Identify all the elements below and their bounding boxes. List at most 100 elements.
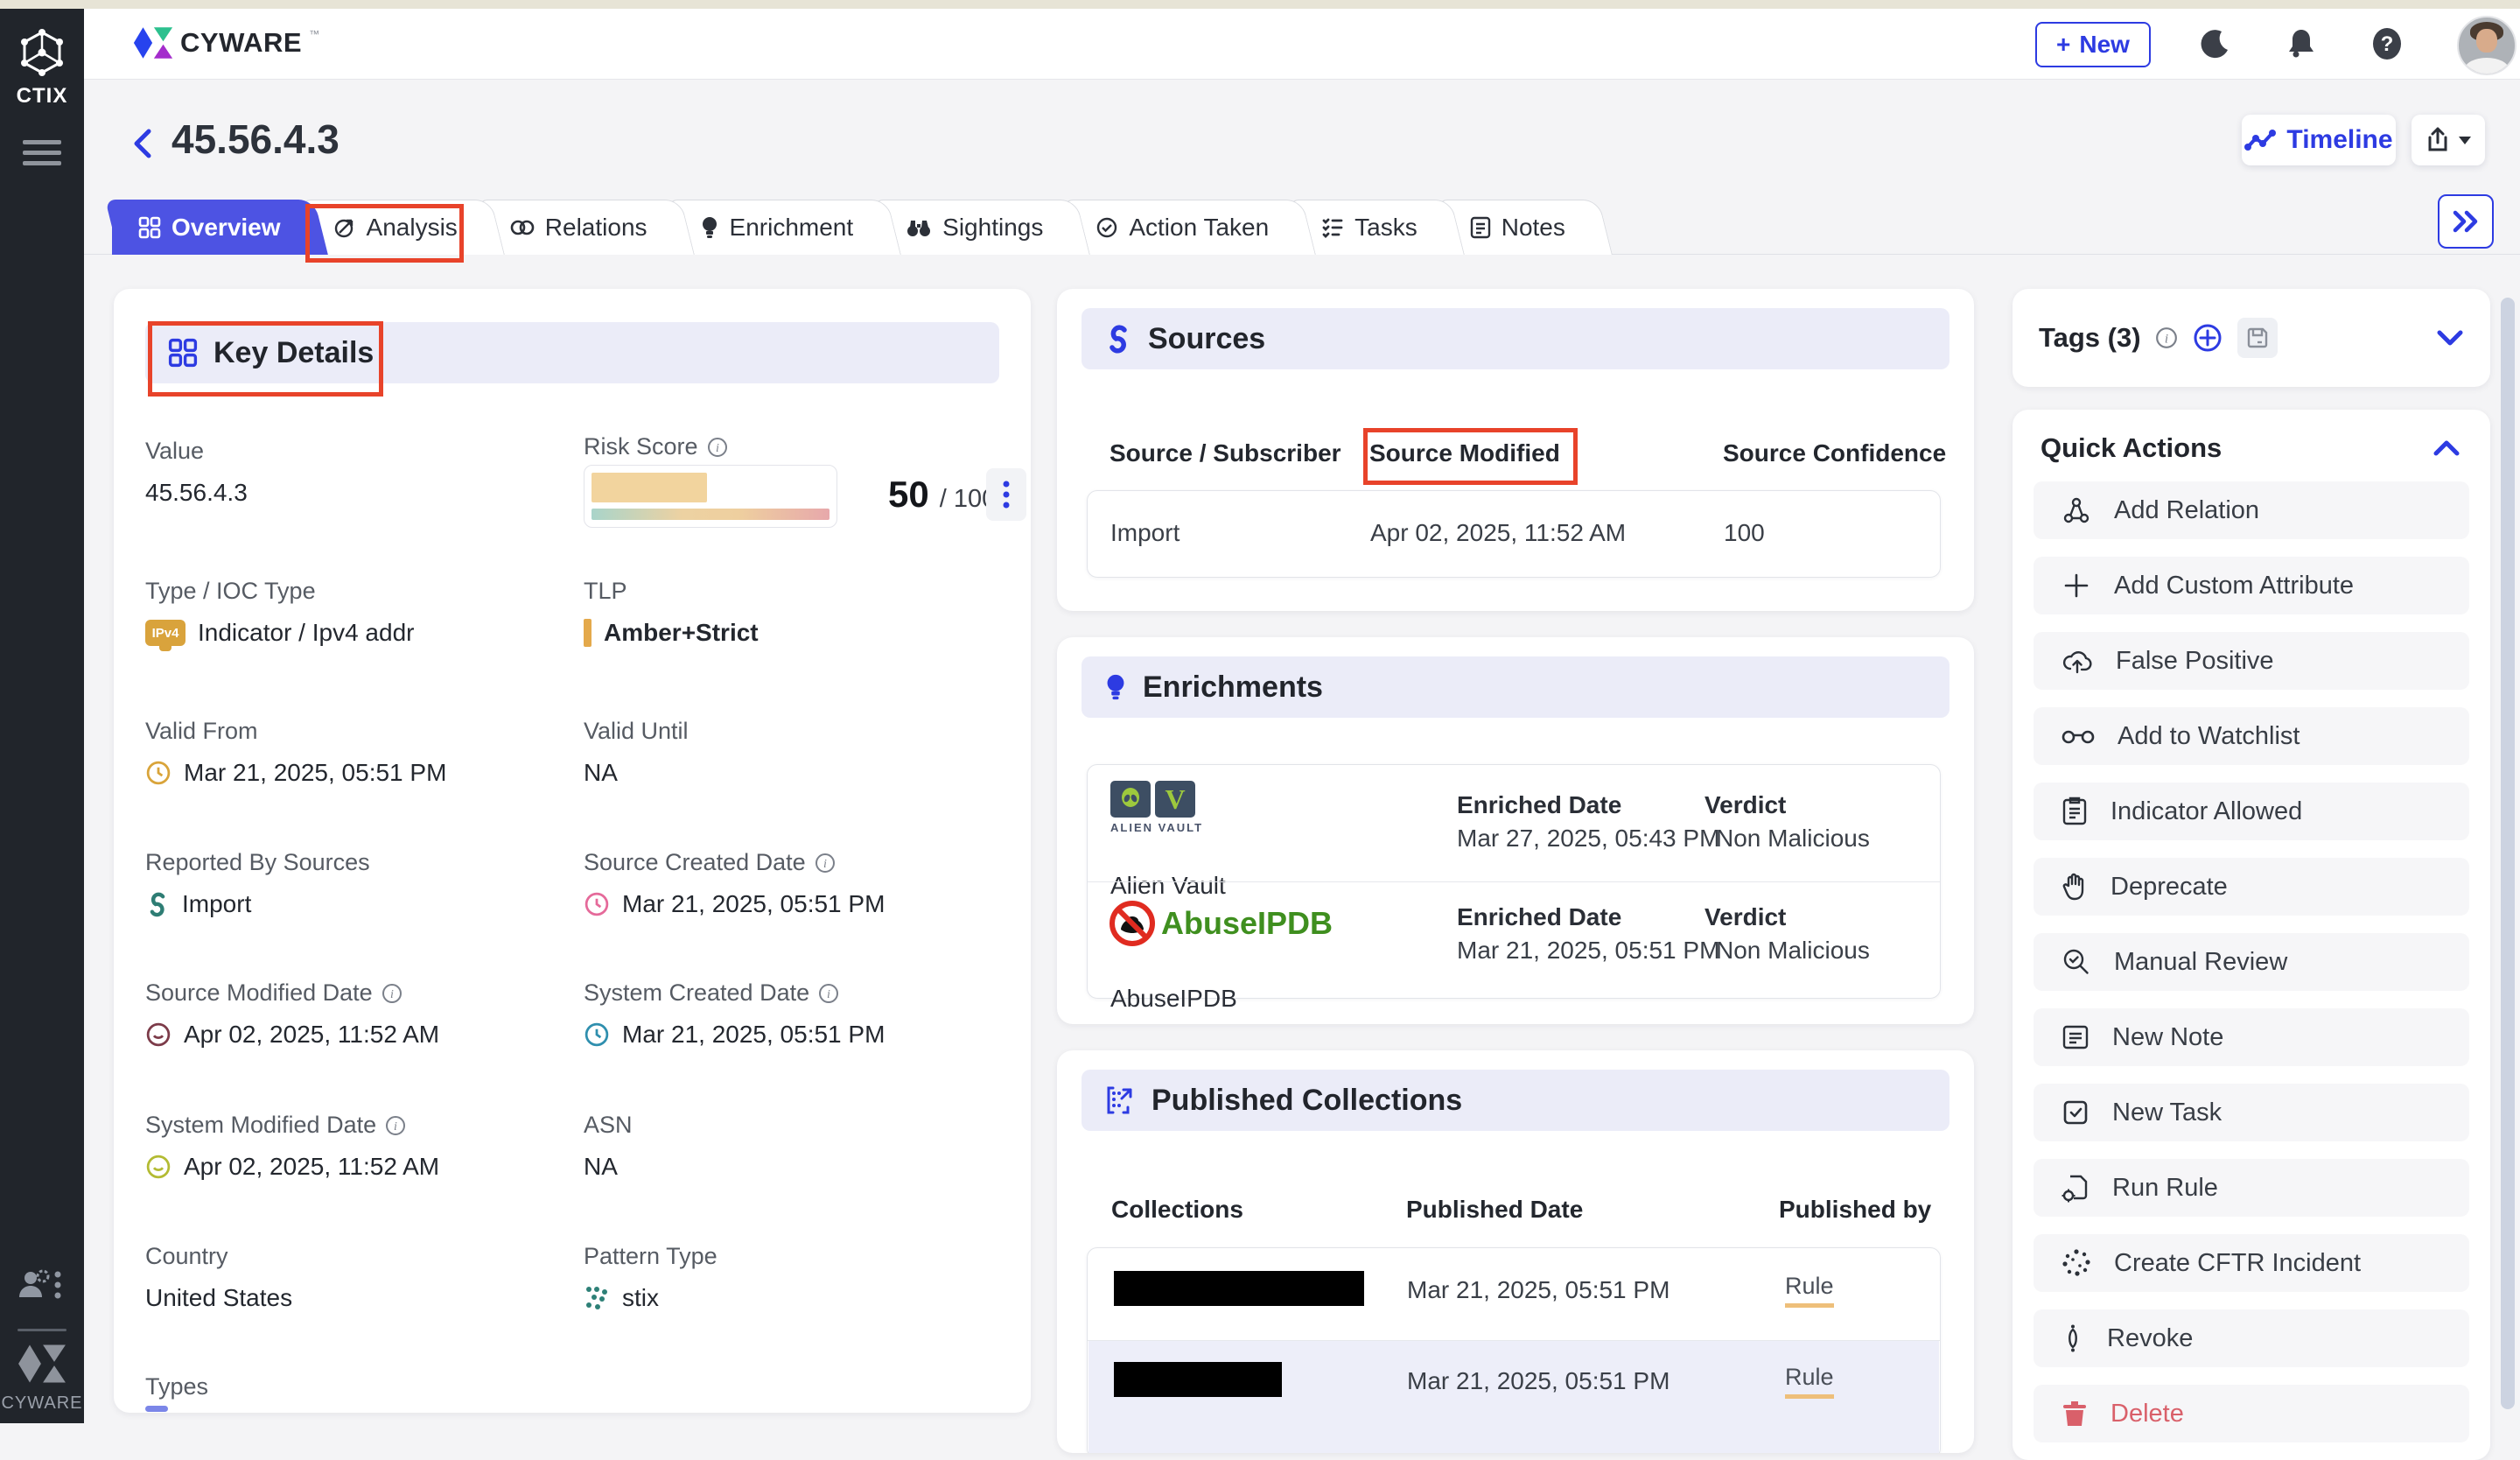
trash-icon bbox=[2062, 1400, 2088, 1428]
action-deprecate[interactable]: Deprecate bbox=[2034, 858, 2469, 916]
action-new-note[interactable]: New Note bbox=[2034, 1008, 2469, 1066]
redacted-collection-name bbox=[1114, 1271, 1364, 1306]
tab-relations[interactable]: Relations bbox=[484, 200, 688, 255]
notifications-bell-icon[interactable] bbox=[2278, 21, 2324, 67]
verdict-value: Non Malicious bbox=[1716, 825, 1870, 853]
risk-fill-bar bbox=[592, 473, 707, 502]
svg-text:i: i bbox=[827, 988, 830, 1001]
help-icon[interactable]: ? bbox=[2364, 21, 2410, 67]
collapse-panel-button[interactable] bbox=[2438, 194, 2494, 249]
new-button[interactable]: + New bbox=[2035, 22, 2151, 67]
timeline-button[interactable]: Timeline bbox=[2242, 115, 2396, 165]
alien-head-icon bbox=[1110, 781, 1151, 818]
rule-doc-gear-icon bbox=[2062, 1173, 2090, 1203]
field-asn: ASN NA bbox=[584, 1112, 633, 1181]
action-delete[interactable]: Delete bbox=[2034, 1385, 2469, 1442]
published-by-rule-link[interactable]: Rule bbox=[1785, 1364, 1834, 1399]
action-add-custom-attribute[interactable]: Add Custom Attribute bbox=[2034, 557, 2469, 614]
risk-score-value: 50 bbox=[888, 474, 929, 516]
page-scrollbar[interactable] bbox=[2501, 298, 2515, 1409]
page-title: 45.56.4.3 bbox=[172, 116, 340, 163]
col-published-by: Published by bbox=[1779, 1196, 1931, 1224]
field-risk-score: Risk Score i 50 / 100 bbox=[584, 433, 1004, 460]
revoke-icon bbox=[2062, 1323, 2084, 1353]
grid-icon bbox=[168, 338, 198, 368]
plus-icon: + bbox=[2056, 31, 2070, 59]
sidebar-brand-label: CYWARE bbox=[0, 1393, 84, 1414]
tab-sightings[interactable]: Sightings bbox=[879, 200, 1083, 255]
info-icon[interactable]: i bbox=[815, 853, 836, 874]
verdict-label: Verdict bbox=[1704, 903, 1786, 931]
tab-notes[interactable]: Notes bbox=[1444, 200, 1606, 255]
action-indicator-allowed[interactable]: Indicator Allowed bbox=[2034, 783, 2469, 840]
tab-overview[interactable]: Overview bbox=[112, 200, 321, 255]
ctix-cube-icon[interactable] bbox=[14, 25, 70, 81]
action-run-rule[interactable]: Run Rule bbox=[2034, 1159, 2469, 1217]
action-add-relation[interactable]: Add Relation bbox=[2034, 481, 2469, 539]
tags-label: Tags (3) bbox=[2039, 322, 2141, 354]
relation-icon bbox=[2062, 495, 2091, 525]
col-source-confidence: Source Confidence Value bbox=[1723, 439, 1946, 467]
alienvault-logo: V ALIEN VAULT bbox=[1110, 781, 1203, 834]
user-settings-icon[interactable] bbox=[16, 1267, 68, 1312]
info-icon[interactable]: i bbox=[818, 983, 839, 1004]
risk-menu-button[interactable] bbox=[986, 468, 1026, 521]
info-icon[interactable]: i bbox=[385, 1115, 406, 1136]
sources-row[interactable]: Import Apr 02, 2025, 11:52 AM 100 bbox=[1087, 490, 1941, 578]
field-system-created: System Created Date i Mar 21, 2025, 05:5… bbox=[584, 979, 885, 1049]
published-row-alt[interactable]: Mar 21, 2025, 05:51 PM Rule bbox=[1088, 1341, 1939, 1453]
tab-action-taken[interactable]: Action Taken bbox=[1069, 200, 1309, 255]
svg-text:i: i bbox=[390, 988, 394, 1001]
ipv4-badge-icon: IPv4 bbox=[145, 620, 186, 646]
export-button[interactable] bbox=[2412, 115, 2485, 165]
action-create-cftr-incident[interactable]: Create CFTR Incident bbox=[2034, 1234, 2469, 1292]
key-details-card: Key Details Value 45.56.4.3 Risk Score i… bbox=[114, 289, 1031, 1413]
hand-icon bbox=[2062, 872, 2088, 902]
cftr-dots-icon bbox=[2062, 1248, 2091, 1278]
avatar-shoulders bbox=[2465, 58, 2509, 75]
action-false-positive[interactable]: False Positive bbox=[2034, 632, 2469, 690]
col-collections: Collections bbox=[1111, 1196, 1243, 1224]
save-tags-button[interactable] bbox=[2237, 318, 2278, 358]
info-icon[interactable]: i bbox=[2155, 326, 2178, 349]
enrichment-source-name: AbuseIPDB bbox=[1110, 985, 1237, 1013]
cyware-logo[interactable]: CYWARE ™ bbox=[133, 25, 319, 61]
published-date: Mar 21, 2025, 05:51 PM bbox=[1407, 1367, 1670, 1395]
menu-icon[interactable] bbox=[23, 140, 61, 172]
enriched-date-label: Enriched Date bbox=[1457, 791, 1621, 819]
collections-export-icon bbox=[1104, 1084, 1136, 1116]
svg-text:?: ? bbox=[2381, 32, 2394, 56]
cyware-logo-gray bbox=[18, 1341, 66, 1386]
published-by-rule-link[interactable]: Rule bbox=[1785, 1273, 1834, 1308]
user-avatar[interactable] bbox=[2457, 16, 2516, 75]
checklist-icon bbox=[1321, 216, 1344, 239]
action-manual-review[interactable]: Manual Review bbox=[2034, 933, 2469, 991]
info-icon[interactable]: i bbox=[382, 983, 402, 1004]
tlp-amber-icon bbox=[584, 619, 592, 647]
tab-bar: Overview Analysis Relations Enrichment S… bbox=[112, 200, 1592, 255]
tab-analysis[interactable]: Analysis bbox=[307, 200, 498, 255]
chevron-up-icon[interactable] bbox=[2432, 439, 2460, 457]
enrichments-card: Enrichments V ALIEN VAULT Alien Vault En… bbox=[1057, 637, 1974, 1024]
tab-enrichment[interactable]: Enrichment bbox=[674, 200, 894, 255]
field-types: Types bbox=[145, 1373, 208, 1400]
add-tag-icon[interactable] bbox=[2192, 322, 2223, 354]
section-title: Enrichments bbox=[1143, 670, 1323, 705]
task-check-icon bbox=[2062, 1099, 2090, 1127]
binoculars-icon bbox=[906, 217, 932, 238]
action-revoke[interactable]: Revoke bbox=[2034, 1309, 2469, 1367]
caret-down-icon bbox=[2458, 135, 2472, 145]
chevron-down-icon[interactable] bbox=[2436, 329, 2464, 347]
clock-icon bbox=[584, 1021, 610, 1048]
section-title: Published Collections bbox=[1152, 1084, 1462, 1118]
tab-tasks[interactable]: Tasks bbox=[1295, 200, 1458, 255]
published-collections-card: Published Collections Collections Publis… bbox=[1057, 1050, 1974, 1453]
dark-mode-moon-icon[interactable] bbox=[2193, 21, 2238, 67]
back-button[interactable] bbox=[128, 126, 159, 161]
quick-actions-card: Quick Actions Add Relation Add Custom At… bbox=[2012, 410, 2490, 1460]
source-name: Import bbox=[1110, 519, 1180, 547]
action-add-to-watchlist[interactable]: Add to Watchlist bbox=[2034, 707, 2469, 765]
redacted-collection-name bbox=[1114, 1362, 1282, 1397]
info-icon[interactable]: i bbox=[707, 437, 728, 458]
action-new-task[interactable]: New Task bbox=[2034, 1084, 2469, 1141]
